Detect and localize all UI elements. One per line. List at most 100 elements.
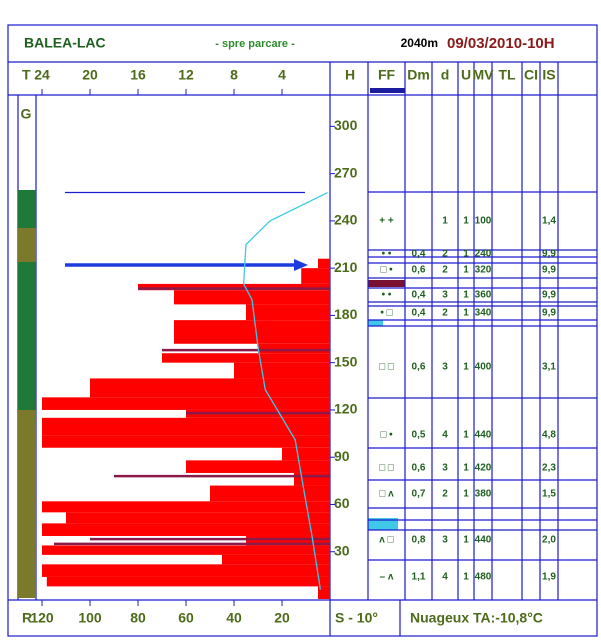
ram-bar — [90, 378, 330, 398]
column-header: FF — [378, 67, 396, 83]
ram-bar — [42, 417, 330, 436]
table-cell: 0,5 — [412, 430, 426, 441]
table-cell: 9,9 — [542, 290, 556, 301]
table-cell: □ ʌ — [379, 489, 394, 500]
ram-bar — [46, 576, 331, 587]
table-cell: 2 — [442, 308, 448, 319]
table-cell: 0,4 — [412, 308, 426, 319]
table-cell: 1 — [463, 430, 469, 441]
t-tick-label: 4 — [278, 67, 286, 83]
table-cell: 1 — [442, 216, 448, 227]
h-tick-label: 150 — [334, 353, 358, 369]
table-cell: • • — [382, 249, 392, 260]
r-tick-label: 60 — [178, 610, 194, 626]
table-cell: 2,0 — [542, 535, 556, 546]
table-cell: 3,1 — [542, 362, 556, 373]
grain-block — [18, 228, 36, 262]
column-header: TL — [498, 67, 516, 83]
table-cell: 0,6 — [412, 362, 426, 373]
h-tick-label: 120 — [334, 401, 358, 417]
table-cell: 0,4 — [412, 249, 426, 260]
ram-bar — [42, 501, 330, 513]
ram-bar — [222, 554, 330, 565]
table-cell: 3 — [442, 362, 448, 373]
ram-bar — [42, 523, 330, 536]
t-label: T — [22, 67, 31, 83]
table-cell: 420 — [475, 463, 492, 474]
table-cell: • □ — [380, 308, 392, 319]
table-cell: 1 — [463, 463, 469, 474]
ff-marker — [370, 88, 405, 93]
table-cell: 0,7 — [412, 489, 426, 500]
table-cell: – ʌ — [380, 572, 394, 583]
table-cell: 320 — [475, 265, 492, 276]
table-cell: □ □ — [379, 463, 394, 474]
t-tick-label: 16 — [130, 67, 146, 83]
table-cell: 4,8 — [542, 430, 556, 441]
ram-bar — [42, 564, 330, 577]
t-tick-label: 12 — [178, 67, 194, 83]
altitude: 2040m — [401, 36, 438, 50]
ram-bar — [246, 304, 330, 321]
table-cell: 340 — [475, 308, 492, 319]
table-cell: 240 — [475, 249, 492, 260]
table-cell: 1,1 — [412, 572, 426, 583]
layer-marker — [368, 518, 398, 530]
weather: Nuageux TA:-10,8°C — [410, 610, 543, 626]
table-cell: 1,5 — [542, 489, 556, 500]
h-label: H — [345, 67, 355, 83]
table-cell: 0,6 — [412, 463, 426, 474]
table-cell: 100 — [475, 216, 492, 227]
table-cell: □ □ — [379, 362, 394, 373]
table-cell: 1,9 — [542, 572, 556, 583]
ram-bar — [301, 268, 330, 284]
column-header: MV — [473, 67, 495, 83]
table-cell: 0,6 — [412, 265, 426, 276]
grain-block — [18, 190, 36, 228]
t-tick-label: 8 — [230, 67, 238, 83]
table-cell: 380 — [475, 489, 492, 500]
table-cell: 400 — [475, 362, 492, 373]
table-cell: + + — [379, 216, 394, 227]
h-tick-label: 60 — [334, 495, 350, 511]
table-cell: 2 — [442, 265, 448, 276]
ram-bar — [42, 545, 330, 555]
table-cell: 4 — [442, 430, 448, 441]
ram-bar — [66, 512, 330, 524]
ram-bar — [210, 485, 330, 502]
table-cell: 1 — [463, 249, 469, 260]
marker-arrow-head — [294, 259, 308, 271]
ram-bar — [318, 258, 330, 269]
layer-marker — [368, 280, 405, 287]
location: - spre parcare - — [215, 38, 295, 50]
temperature-line — [242, 191, 328, 590]
r-label: R — [22, 610, 32, 626]
layer-marker — [368, 320, 383, 326]
table-cell: 480 — [475, 572, 492, 583]
ram-bar — [174, 320, 330, 344]
table-cell: 1 — [463, 265, 469, 276]
table-cell: 1,4 — [542, 216, 556, 227]
ram-bar — [234, 362, 330, 379]
table-cell: 1 — [463, 362, 469, 373]
ram-bar — [42, 397, 330, 410]
table-cell: □ • — [380, 265, 393, 276]
ram-bar — [42, 435, 330, 448]
table-cell: 1 — [463, 308, 469, 319]
t-tick-label: 20 — [82, 67, 98, 83]
table-cell: 9,9 — [542, 308, 556, 319]
ram-bar — [138, 283, 330, 291]
table-cell: 9,9 — [542, 265, 556, 276]
table-cell: 1 — [463, 572, 469, 583]
table-cell: 4 — [442, 572, 448, 583]
sky: S - 10° — [335, 610, 378, 626]
table-cell: 0,8 — [412, 535, 426, 546]
grain-label: G — [21, 106, 32, 122]
r-tick-label: 80 — [130, 610, 146, 626]
table-cell: □ • — [380, 430, 393, 441]
table-cell: • • — [382, 290, 392, 301]
r-tick-label: 20 — [274, 610, 290, 626]
table-cell: 1 — [463, 216, 469, 227]
table-cell: 3 — [442, 535, 448, 546]
